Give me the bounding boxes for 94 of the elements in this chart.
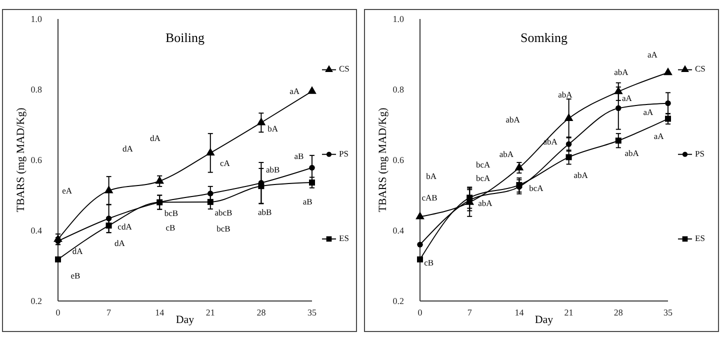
annotation: bcA — [476, 160, 491, 170]
point — [417, 256, 423, 262]
point — [106, 216, 112, 222]
annotation: abA — [543, 136, 558, 146]
annotation: bcB — [216, 223, 231, 234]
annotation: eA — [62, 186, 73, 196]
point — [258, 183, 264, 190]
point — [308, 86, 316, 94]
annotation: cA — [220, 158, 231, 168]
y-tick-label: 1.0 — [30, 14, 42, 24]
point — [466, 194, 473, 201]
annotation: abA — [499, 149, 514, 160]
point — [417, 242, 423, 248]
point — [665, 116, 671, 122]
point — [106, 222, 112, 229]
annotation: aA — [622, 92, 633, 103]
annotation: eB — [70, 270, 80, 280]
annotation: bcB — [164, 208, 178, 218]
annotation: bcA — [476, 172, 491, 183]
x-axis-title: Day — [176, 314, 195, 326]
x-tick-label: 14 — [155, 307, 165, 318]
point — [616, 105, 622, 112]
x-tick-label: 28 — [614, 307, 624, 318]
point — [256, 118, 266, 126]
y-tick-label: 0.2 — [30, 296, 42, 306]
point — [615, 138, 622, 144]
legend-label: PS — [339, 148, 349, 158]
annotation: abcB — [214, 208, 233, 218]
text: Somking — [520, 30, 568, 45]
point — [665, 100, 671, 106]
annotation: cB — [424, 258, 434, 268]
x-tick-label: 35 — [664, 307, 673, 318]
annotation: aB — [294, 150, 304, 161]
point — [566, 154, 572, 160]
y-tick-label: 0.6 — [392, 154, 404, 165]
x-axis-title: Day — [534, 314, 554, 326]
annotation: aA — [643, 107, 654, 118]
annotation: dA — [150, 133, 162, 144]
legend-label: CS — [695, 64, 706, 74]
annotation: dA — [114, 238, 126, 248]
x-tick-label: 21 — [564, 307, 574, 318]
annotation: abB — [258, 206, 272, 217]
y-tick-label: 0.4 — [30, 225, 42, 236]
annotation: aA — [290, 86, 300, 96]
x-tick-label: 7 — [106, 307, 112, 318]
y-tick-label: 0.8 — [30, 84, 42, 94]
y-tick-label: 0.4 — [392, 225, 404, 236]
annotation: abA — [624, 148, 640, 158]
point — [514, 162, 524, 170]
annotation: abA — [574, 170, 589, 180]
x-tick-label: 7 — [467, 307, 472, 318]
annotation: bA — [426, 171, 438, 182]
y-tick-label: 0.8 — [392, 84, 404, 94]
annotation: aA — [654, 131, 665, 142]
x-tick-label: 21 — [206, 307, 215, 318]
annotation: aA — [647, 49, 658, 60]
point — [206, 148, 215, 156]
annotation: abB — [266, 164, 280, 175]
annotation: abA — [558, 89, 574, 100]
x-tick-label: 14 — [514, 307, 524, 318]
annotation: dA — [122, 143, 134, 154]
annotation: cAB — [422, 192, 438, 203]
y-tick-label: 0.2 — [392, 296, 404, 306]
legend-label: ES — [339, 232, 350, 243]
x-tick-label: 0 — [56, 307, 61, 318]
x-tick-label: 0 — [418, 307, 423, 318]
annotation: abA — [614, 67, 630, 78]
legend-label: PS — [695, 148, 705, 158]
annotation: bcA — [529, 183, 544, 194]
y-axis-title: TBARS (mg MAD/Kg) — [377, 107, 389, 212]
x-tick-label: 35 — [308, 307, 317, 318]
y-axis-title: TBARS (mg MAD/Kg) — [15, 107, 27, 212]
point — [207, 198, 214, 205]
annotation: abA — [478, 198, 494, 208]
point — [566, 141, 572, 148]
point — [155, 176, 164, 184]
legend-label: CS — [339, 64, 350, 74]
annotation: bA — [268, 123, 279, 134]
annotation: dA — [72, 246, 84, 256]
point — [564, 113, 574, 121]
annotation: cdA — [118, 222, 133, 232]
annotation: cB — [166, 222, 176, 232]
point — [416, 212, 424, 220]
point — [664, 67, 672, 76]
point — [309, 164, 315, 171]
annotation: aB — [302, 196, 313, 206]
y-tick-label: 0.6 — [30, 154, 42, 165]
annotation: abA — [506, 114, 521, 124]
y-tick-label: 1.0 — [392, 14, 404, 24]
text: Boiling — [165, 30, 205, 45]
point — [104, 186, 114, 194]
legend-label: ES — [695, 232, 706, 243]
x-tick-label: 28 — [256, 307, 266, 318]
point — [55, 256, 61, 262]
